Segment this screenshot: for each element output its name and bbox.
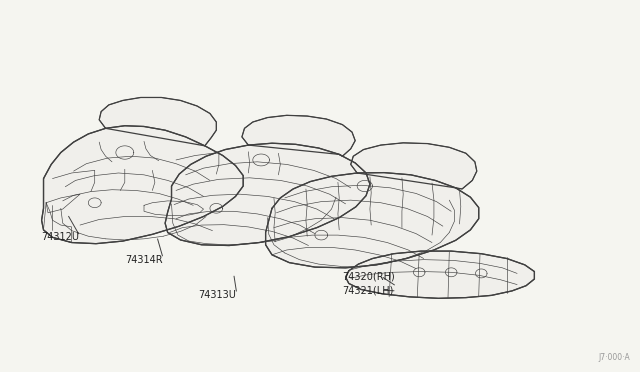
Text: 74312U: 74312U: [42, 232, 79, 242]
Text: 74320(RH): 74320(RH): [342, 272, 395, 282]
Polygon shape: [42, 126, 243, 244]
Text: 74313U: 74313U: [198, 290, 236, 300]
Polygon shape: [99, 97, 216, 146]
Polygon shape: [242, 115, 355, 156]
Text: 74321(LH): 74321(LH): [342, 286, 394, 296]
Polygon shape: [346, 251, 534, 298]
Text: J7·000·A: J7·000·A: [598, 353, 630, 362]
Text: 74314R: 74314R: [125, 255, 163, 265]
Polygon shape: [165, 143, 370, 246]
Polygon shape: [351, 143, 477, 189]
Polygon shape: [266, 173, 479, 268]
